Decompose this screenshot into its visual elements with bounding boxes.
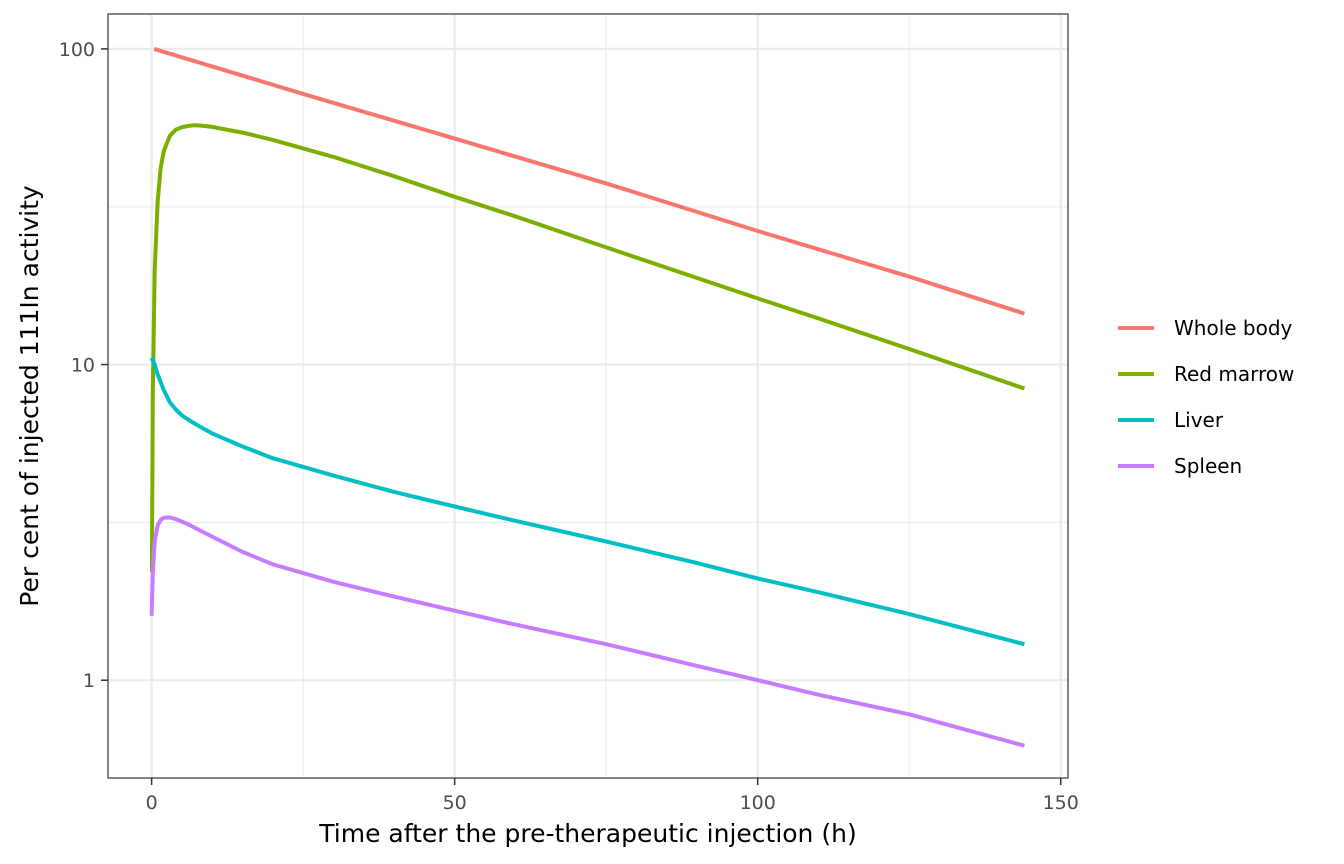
series-line-whole-body xyxy=(153,46,1026,316)
panel-border xyxy=(107,13,1069,779)
y-tick-label: 10 xyxy=(71,355,95,377)
y-axis-title: Per cent of injected 111In activity xyxy=(15,185,44,607)
y-tick-label: 1 xyxy=(83,670,95,692)
series-lines xyxy=(149,46,1026,748)
legend-label: Red marrow xyxy=(1174,362,1294,386)
x-tick-label: 150 xyxy=(1043,792,1079,814)
legend: Whole body Red marrow Liver Spleen xyxy=(1118,316,1294,478)
x-tick-label: 50 xyxy=(443,792,467,814)
series-line-spleen xyxy=(149,515,1025,748)
x-tick-label: 0 xyxy=(146,792,158,814)
series-line-red-marrow xyxy=(149,123,1026,573)
x-axis-title: Time after the pre-therapeutic injection… xyxy=(318,819,856,848)
minor-gridlines xyxy=(108,14,1068,778)
y-tick-label: 100 xyxy=(59,39,95,61)
x-tick-labels: 0 50 100 150 xyxy=(146,792,1079,814)
series-line-liver xyxy=(149,357,1025,647)
legend-label: Liver xyxy=(1174,408,1224,432)
legend-label: Whole body xyxy=(1174,316,1293,340)
x-tick-label: 100 xyxy=(740,792,776,814)
y-tick-labels: 1 10 100 xyxy=(59,39,95,692)
axis-ticks xyxy=(101,48,1062,785)
legend-label: Spleen xyxy=(1174,454,1242,478)
